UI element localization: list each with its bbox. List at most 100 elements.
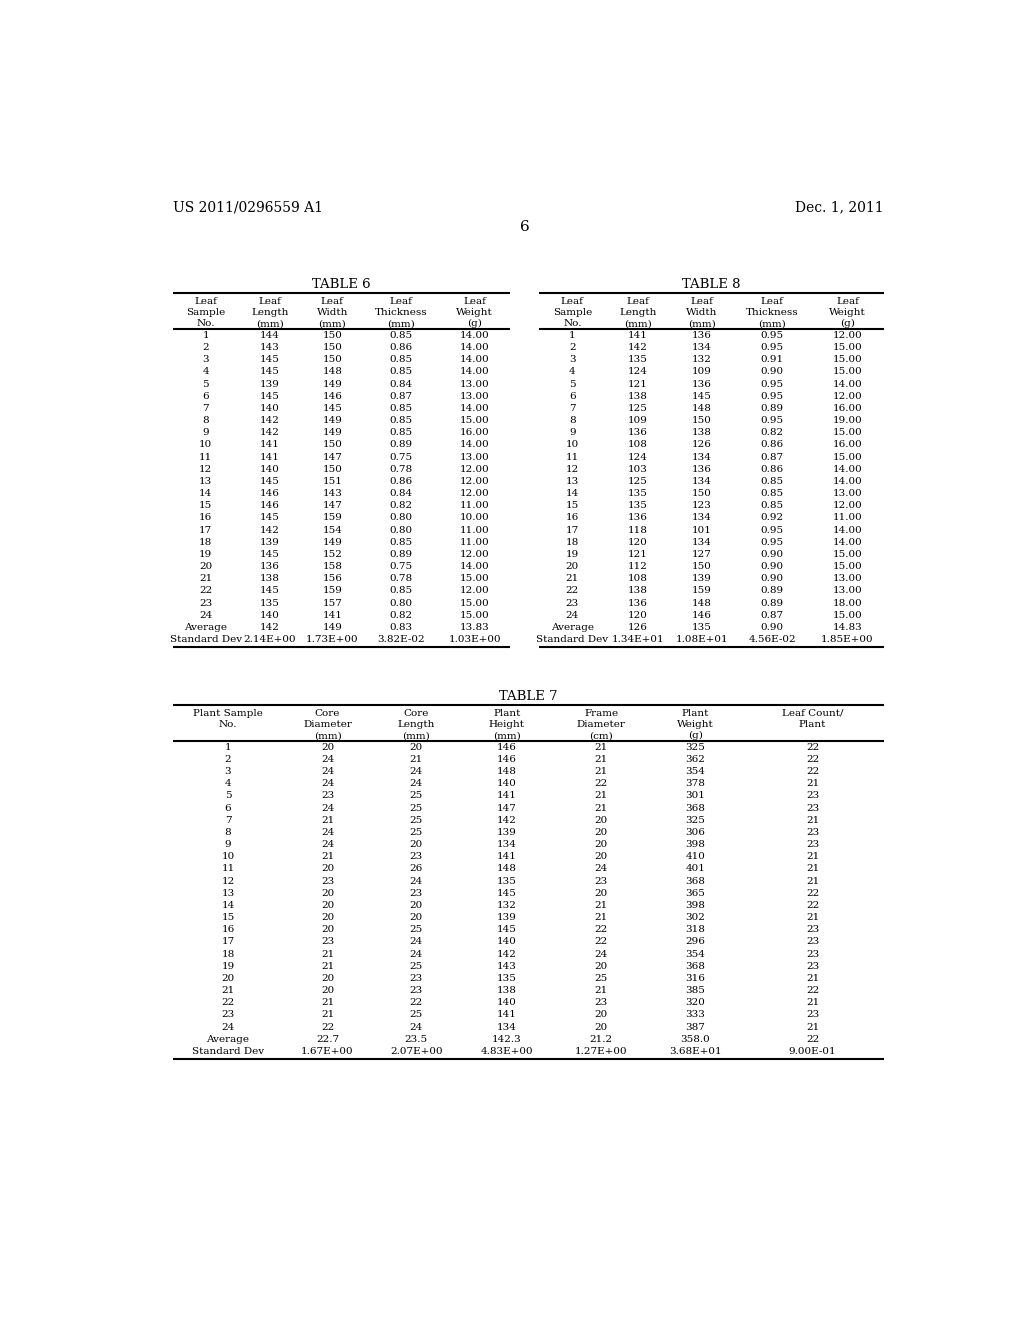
Text: 0.89: 0.89 (390, 441, 413, 449)
Text: 21: 21 (321, 853, 334, 862)
Text: 6: 6 (203, 392, 209, 401)
Text: 142.3: 142.3 (493, 1035, 522, 1044)
Text: 19: 19 (221, 962, 234, 970)
Text: 14.00: 14.00 (833, 477, 862, 486)
Text: 0.90: 0.90 (761, 623, 784, 632)
Text: 24: 24 (565, 611, 579, 619)
Text: 0.85: 0.85 (390, 367, 413, 376)
Text: 8: 8 (569, 416, 575, 425)
Text: Leaf
Sample
No.: Leaf Sample No. (186, 297, 225, 329)
Text: 12.00: 12.00 (460, 465, 489, 474)
Text: 21: 21 (806, 876, 819, 886)
Text: 21: 21 (321, 949, 334, 958)
Text: 23: 23 (806, 1011, 819, 1019)
Text: 22: 22 (200, 586, 212, 595)
Text: 12: 12 (200, 465, 212, 474)
Text: 148: 148 (692, 404, 712, 413)
Text: 20: 20 (321, 986, 334, 995)
Text: 20: 20 (595, 853, 608, 862)
Text: 19.00: 19.00 (833, 416, 862, 425)
Text: 24: 24 (321, 767, 334, 776)
Text: 136: 136 (628, 428, 648, 437)
Text: 20: 20 (595, 888, 608, 898)
Text: 24: 24 (221, 1023, 234, 1032)
Text: 21: 21 (806, 998, 819, 1007)
Text: 0.82: 0.82 (761, 428, 784, 437)
Text: Leaf
Length
(mm): Leaf Length (mm) (620, 297, 656, 329)
Text: 159: 159 (692, 586, 712, 595)
Text: 22: 22 (410, 998, 423, 1007)
Text: 22: 22 (806, 755, 819, 764)
Text: 0.85: 0.85 (390, 404, 413, 413)
Text: 134: 134 (497, 1023, 517, 1032)
Text: 354: 354 (685, 949, 706, 958)
Text: 9: 9 (569, 428, 575, 437)
Text: 24: 24 (200, 611, 212, 619)
Text: Leaf Count/
Plant: Leaf Count/ Plant (781, 709, 844, 729)
Text: 0.80: 0.80 (390, 513, 413, 523)
Text: 14.83: 14.83 (833, 623, 862, 632)
Text: 11.00: 11.00 (460, 502, 489, 511)
Text: 23: 23 (321, 876, 334, 886)
Text: 15.00: 15.00 (833, 611, 862, 619)
Text: 20: 20 (321, 902, 334, 909)
Text: 2.07E+00: 2.07E+00 (390, 1047, 442, 1056)
Text: 14: 14 (200, 488, 212, 498)
Text: 16.00: 16.00 (833, 404, 862, 413)
Text: 139: 139 (497, 913, 517, 923)
Text: 368: 368 (685, 804, 706, 813)
Text: 25: 25 (410, 962, 423, 970)
Text: 22: 22 (806, 986, 819, 995)
Text: 142: 142 (497, 816, 517, 825)
Text: 139: 139 (497, 828, 517, 837)
Text: 157: 157 (323, 598, 342, 607)
Text: 1.85E+00: 1.85E+00 (821, 635, 873, 644)
Text: 20: 20 (595, 1011, 608, 1019)
Text: 135: 135 (628, 488, 648, 498)
Text: 316: 316 (685, 974, 706, 983)
Text: 22.7: 22.7 (316, 1035, 339, 1044)
Text: 152: 152 (323, 550, 342, 558)
Text: 12: 12 (221, 876, 234, 886)
Text: 21: 21 (806, 913, 819, 923)
Text: 15.00: 15.00 (460, 598, 489, 607)
Text: 10: 10 (200, 441, 212, 449)
Text: Average: Average (207, 1035, 250, 1044)
Text: 8: 8 (224, 828, 231, 837)
Text: 1: 1 (224, 743, 231, 752)
Text: 146: 146 (497, 743, 517, 752)
Text: 149: 149 (323, 428, 342, 437)
Text: 136: 136 (260, 562, 280, 572)
Text: 318: 318 (685, 925, 706, 935)
Text: 14.00: 14.00 (460, 562, 489, 572)
Text: 0.87: 0.87 (761, 611, 784, 619)
Text: Standard Dev: Standard Dev (537, 635, 608, 644)
Text: 148: 148 (692, 598, 712, 607)
Text: 20: 20 (321, 974, 334, 983)
Text: 120: 120 (628, 611, 648, 619)
Text: 14: 14 (221, 902, 234, 909)
Text: 306: 306 (685, 828, 706, 837)
Text: 146: 146 (260, 488, 280, 498)
Text: 147: 147 (497, 804, 517, 813)
Text: 148: 148 (323, 367, 342, 376)
Text: 136: 136 (628, 513, 648, 523)
Text: 150: 150 (692, 488, 712, 498)
Text: 410: 410 (685, 853, 706, 862)
Text: 145: 145 (497, 925, 517, 935)
Text: 401: 401 (685, 865, 706, 874)
Text: 378: 378 (685, 779, 706, 788)
Text: 17: 17 (200, 525, 212, 535)
Text: 139: 139 (260, 537, 280, 546)
Text: 21: 21 (595, 804, 608, 813)
Text: 145: 145 (692, 392, 712, 401)
Text: 140: 140 (497, 779, 517, 788)
Text: 149: 149 (323, 416, 342, 425)
Text: 2: 2 (203, 343, 209, 352)
Text: 3: 3 (569, 355, 575, 364)
Text: 13: 13 (200, 477, 212, 486)
Text: 147: 147 (323, 453, 342, 462)
Text: 146: 146 (260, 502, 280, 511)
Text: 0.89: 0.89 (761, 598, 784, 607)
Text: 25: 25 (410, 804, 423, 813)
